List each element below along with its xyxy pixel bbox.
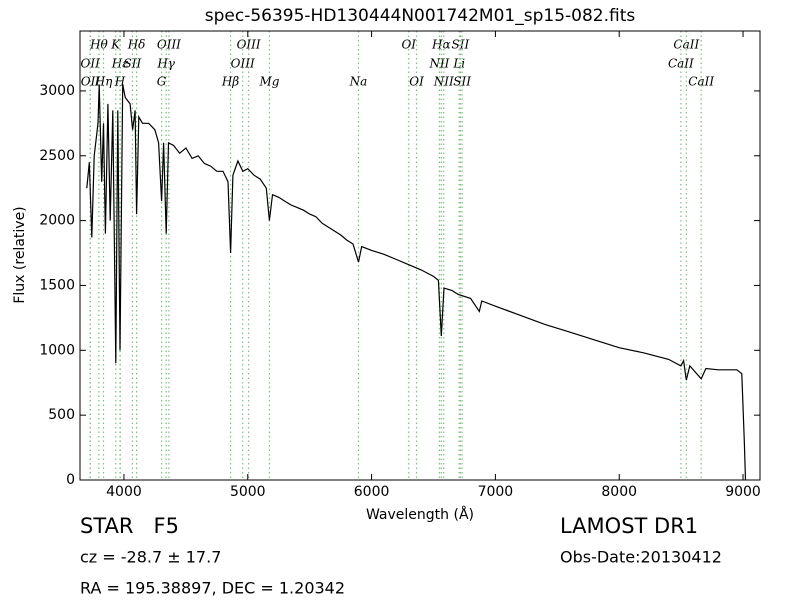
y-axis-label: Flux (relative): [12, 206, 28, 303]
annotation-label: CaII: [673, 38, 699, 52]
x-tick-label: 8000: [601, 484, 637, 500]
annotation-label: H: [114, 75, 126, 89]
x-tick-label: 6000: [354, 484, 390, 500]
annotation-label: CaII: [668, 57, 694, 71]
spectrum-line: [86, 84, 747, 481]
annotation-label: NII: [428, 57, 449, 71]
x-axis-label: Wavelength (Å): [366, 506, 474, 523]
y-tick-label: 1500: [39, 277, 75, 293]
class-label: STAR F5: [80, 514, 179, 538]
annotation-label: SII: [453, 75, 471, 89]
annotation-label: OIII: [231, 57, 255, 71]
annotation-label: Mg: [258, 75, 279, 89]
y-tick-label: 3000: [39, 83, 75, 99]
annotation-label: OI: [409, 75, 424, 89]
y-tick-label: 0: [66, 472, 75, 488]
x-tick-label: 5000: [230, 484, 266, 500]
annotation-label: Hη: [94, 75, 113, 89]
x-tick-label: 7000: [478, 484, 514, 500]
annotation-label: Hγ: [156, 57, 175, 71]
annotation-label: Hδ: [127, 38, 146, 52]
y-tick-label: 2500: [39, 148, 75, 164]
x-tick-label: 4000: [106, 484, 142, 500]
plot-frame: [79, 30, 761, 481]
y-tick-label: 1000: [39, 342, 75, 358]
cz-label: cz = -28.7 ± 17.7: [80, 548, 221, 567]
annotation-label: OIII: [237, 38, 261, 52]
annotation-label: SII: [124, 57, 142, 71]
y-tick-label: 2000: [39, 213, 75, 229]
annotation-label: SII: [452, 38, 470, 52]
annotation-label: Hβ: [221, 75, 239, 89]
annotation-label: Hθ: [89, 38, 108, 52]
annotation-label: OI: [401, 38, 416, 52]
annotation-label: OII: [81, 75, 101, 89]
chart-title: spec-56395-HD130444N001742M01_sp15-082.f…: [205, 6, 636, 26]
annotation-label: K: [110, 38, 121, 52]
annotation-label: Hα: [431, 38, 451, 52]
x-tick-label: 9000: [725, 484, 761, 500]
survey-label: LAMOST DR1: [560, 514, 698, 538]
annotation-label: G: [157, 75, 167, 89]
annotation-label: CaII: [688, 75, 714, 89]
y-tick-label: 500: [48, 407, 75, 423]
date-label: Obs-Date:20130412: [560, 548, 722, 567]
annotation-label: NII: [433, 75, 454, 89]
annotation-label: Na: [349, 75, 368, 89]
coords-label: RA = 195.38897, DEC = 1.20342: [80, 579, 345, 598]
annotation-label: Li: [452, 57, 465, 71]
annotation-label: OIII: [157, 38, 181, 52]
